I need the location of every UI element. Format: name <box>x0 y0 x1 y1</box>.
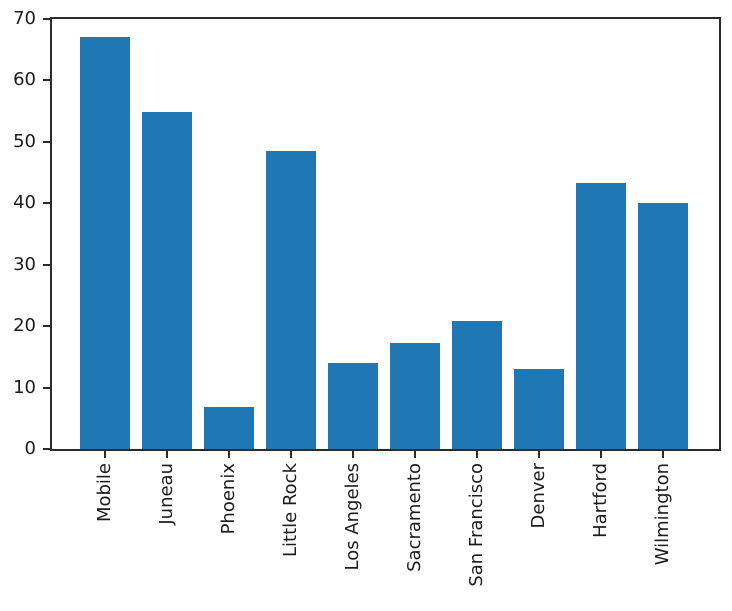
y-tick-label: 30 <box>13 253 36 275</box>
bar-wilmington <box>638 202 688 449</box>
y-tick-mark <box>43 202 50 205</box>
x-tick-label-juneau: Juneau <box>156 463 177 525</box>
y-tick-mark <box>43 18 50 20</box>
x-tick-label-los-angeles: Los Angeles <box>342 463 363 571</box>
y-tick-label: 0 <box>24 438 36 459</box>
y-tick-mark <box>43 448 50 450</box>
bar-little-rock <box>266 151 316 449</box>
x-tick-label-phoenix: Phoenix <box>218 463 239 535</box>
y-tick-mark <box>43 79 50 82</box>
y-tick-label: 20 <box>13 315 36 337</box>
x-tick-mark <box>352 451 354 458</box>
y-tick-label: 10 <box>13 376 36 398</box>
x-tick-label-san-francisco: San Francisco <box>466 463 487 587</box>
y-tick-label: 70 <box>13 8 36 29</box>
bar-mobile <box>80 37 130 449</box>
x-tick-mark <box>228 451 230 458</box>
x-tick-label-little-rock: Little Rock <box>280 463 301 557</box>
bar-denver <box>514 369 564 449</box>
x-tick-label-wilmington: Wilmington <box>652 463 673 566</box>
bar-juneau <box>142 112 192 449</box>
x-tick-label-hartford: Hartford <box>590 463 611 538</box>
x-tick-label-sacramento: Sacramento <box>404 463 425 572</box>
x-tick-label-mobile: Mobile <box>94 463 115 523</box>
y-tick-mark <box>43 325 50 328</box>
plot-area <box>50 17 721 451</box>
y-tick-mark <box>43 140 50 143</box>
x-tick-mark <box>476 451 478 458</box>
y-tick-label: 60 <box>13 69 36 91</box>
x-tick-label-denver: Denver <box>528 463 549 529</box>
y-tick-label: 40 <box>13 192 36 214</box>
x-tick-mark <box>414 451 416 458</box>
x-tick-mark <box>662 451 664 458</box>
x-tick-mark <box>104 451 106 458</box>
bar-los-angeles <box>328 363 378 449</box>
bar-phoenix <box>204 406 254 449</box>
x-tick-mark <box>538 451 540 458</box>
y-tick-mark <box>43 263 50 266</box>
x-tick-mark <box>290 451 292 458</box>
y-tick-label: 50 <box>13 130 36 152</box>
bar-hartford <box>576 183 626 449</box>
x-tick-mark <box>166 451 168 458</box>
x-tick-mark <box>600 451 602 458</box>
y-tick-mark <box>43 386 50 389</box>
bar-san-francisco <box>452 321 502 449</box>
bar-sacramento <box>390 343 440 449</box>
